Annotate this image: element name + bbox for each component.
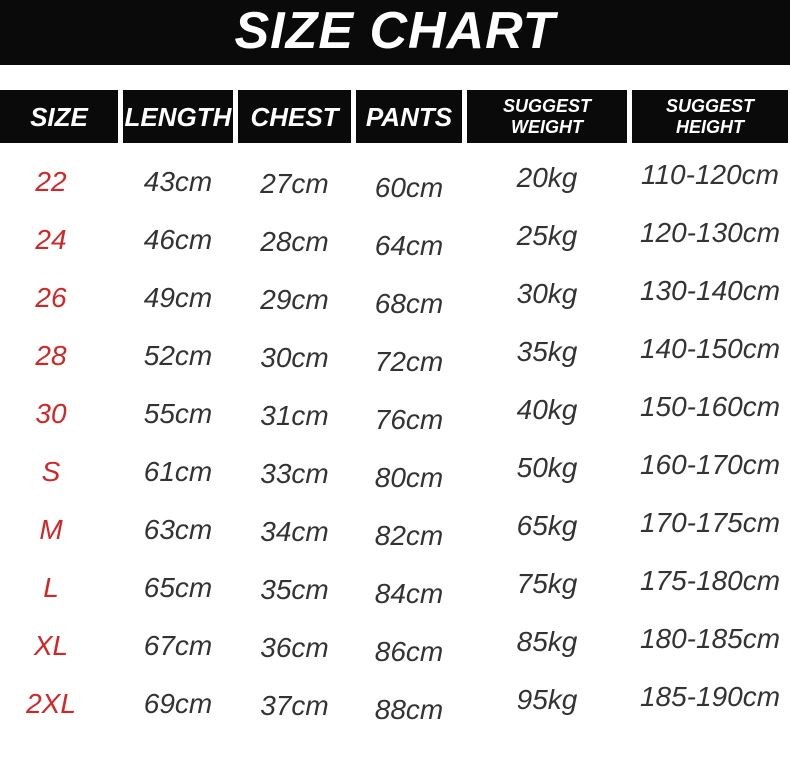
cell-chest-value: 36cm [260, 632, 329, 663]
cell-length-value: 43cm [143, 166, 213, 197]
column-header-length-label: LENGTH [124, 101, 232, 132]
cell-pants-value: 86cm [374, 636, 444, 667]
cell-size-label: 30 [35, 398, 67, 429]
cell-weight-value: 50kg [516, 452, 578, 483]
cell-pants-value: 68cm [374, 288, 444, 319]
cell-chest-value: 33cm [260, 458, 329, 489]
cell-chest-value: 37cm [260, 690, 329, 721]
table-row: M 63cm 34cm 82cm 65kg 170-175cm [0, 501, 788, 559]
cell-chest-value: 31cm [260, 400, 329, 431]
cell-weight-value: 30kg [516, 278, 578, 309]
cell-chest-value: 34cm [260, 516, 329, 547]
cell-height-value: 110-120cm [640, 159, 779, 190]
column-header-size: SIZE [0, 90, 118, 143]
column-header-suggest-height-line1: SUGGEST [665, 96, 754, 117]
cell-height-value: 130-140cm [639, 275, 781, 306]
column-header-chest: CHEST [238, 90, 351, 143]
column-header-suggest-weight-line2: WEIGHT [511, 116, 583, 137]
cell-pants-value: 88cm [374, 694, 444, 725]
cell-pants-value: 60cm [374, 172, 444, 203]
cell-weight-value: 25kg [516, 220, 578, 251]
cell-length-value: 46cm [143, 224, 213, 255]
cell-weight-value: 65kg [516, 510, 578, 541]
table-row: 22 43cm 27cm 60cm 20kg 110-120cm [0, 153, 788, 211]
cell-height-value: 180-185cm [639, 623, 781, 654]
cell-length-value: 67cm [143, 630, 213, 661]
cell-height-value: 175-180cm [639, 565, 781, 596]
column-header-pants: PANTS [356, 90, 462, 143]
cell-height-value: 160-170cm [639, 449, 781, 480]
cell-height-value: 150-160cm [639, 391, 781, 422]
cell-size-label: 22 [35, 166, 67, 197]
table-row: 26 49cm 29cm 68cm 30kg 130-140cm [0, 269, 788, 327]
column-header-suggest-height-line2: HEIGHT [675, 116, 744, 137]
cell-size-label: S [41, 456, 61, 487]
cell-height-value: 185-190cm [639, 681, 781, 712]
cell-weight-value: 75kg [516, 568, 578, 599]
table-row: 24 46cm 28cm 64cm 25kg 120-130cm [0, 211, 788, 269]
column-header-size-label: SIZE [30, 101, 88, 132]
cell-size-label: 28 [35, 340, 67, 371]
cell-chest-value: 28cm [260, 226, 329, 257]
cell-pants-value: 76cm [374, 404, 444, 435]
cell-pants-value: 64cm [374, 230, 444, 261]
cell-pants-value: 72cm [374, 346, 444, 377]
column-header-suggest-weight: SUGGEST WEIGHT [467, 90, 627, 143]
cell-chest-value: 35cm [260, 574, 329, 605]
cell-pants-value: 82cm [374, 520, 444, 551]
column-header-suggest-weight-line1: SUGGEST [502, 96, 591, 117]
table-row: 2XL 69cm 37cm 88cm 95kg 185-190cm [0, 675, 788, 733]
cell-weight-value: 95kg [516, 684, 578, 715]
cell-length-value: 63cm [143, 514, 213, 545]
column-header-length: LENGTH [123, 90, 233, 143]
title-banner: SIZE CHART [0, 0, 790, 65]
cell-length-value: 65cm [143, 572, 213, 603]
cell-size-label: XL [33, 630, 69, 661]
cell-weight-value: 40kg [516, 394, 578, 425]
page-title: SIZE CHART [234, 1, 556, 60]
cell-height-value: 120-130cm [639, 217, 781, 248]
table-row: XL 67cm 36cm 86cm 85kg 180-185cm [0, 617, 788, 675]
cell-height-value: 170-175cm [639, 507, 781, 538]
cell-size-label: 26 [35, 282, 67, 313]
table-header-row: SIZE LENGTH CHEST PANTS SUGGEST WEIGHT S… [0, 90, 788, 143]
column-header-chest-label: CHEST [250, 101, 339, 132]
cell-chest-value: 30cm [260, 342, 329, 373]
cell-chest-value: 29cm [260, 284, 329, 315]
cell-pants-value: 84cm [374, 578, 444, 609]
cell-length-value: 69cm [143, 688, 213, 719]
cell-height-value: 140-150cm [639, 333, 781, 364]
cell-weight-value: 85kg [516, 626, 578, 657]
table-row: 30 55cm 31cm 76cm 40kg 150-160cm [0, 385, 788, 443]
table-row: L 65cm 35cm 84cm 75kg 175-180cm [0, 559, 788, 617]
cell-chest-value: 27cm [260, 168, 329, 199]
cell-weight-value: 35kg [516, 336, 578, 367]
cell-length-value: 49cm [143, 282, 213, 313]
cell-weight-value: 20kg [516, 162, 578, 193]
cell-size-label: M [39, 514, 63, 545]
column-header-suggest-height: SUGGEST HEIGHT [632, 90, 788, 143]
table-row: S 61cm 33cm 80cm 50kg 160-170cm [0, 443, 788, 501]
cell-length-value: 55cm [143, 398, 213, 429]
table-row: 28 52cm 30cm 72cm 35kg 140-150cm [0, 327, 788, 385]
cell-size-label: L [43, 572, 59, 603]
cell-length-value: 61cm [143, 456, 213, 487]
cell-pants-value: 80cm [374, 462, 444, 493]
table-body: 22 43cm 27cm 60cm 20kg 110-120cm 24 46cm… [0, 153, 788, 733]
cell-length-value: 52cm [143, 340, 213, 371]
cell-size-label: 24 [35, 224, 67, 255]
column-header-pants-label: PANTS [365, 101, 453, 132]
cell-size-label: 2XL [26, 688, 76, 719]
